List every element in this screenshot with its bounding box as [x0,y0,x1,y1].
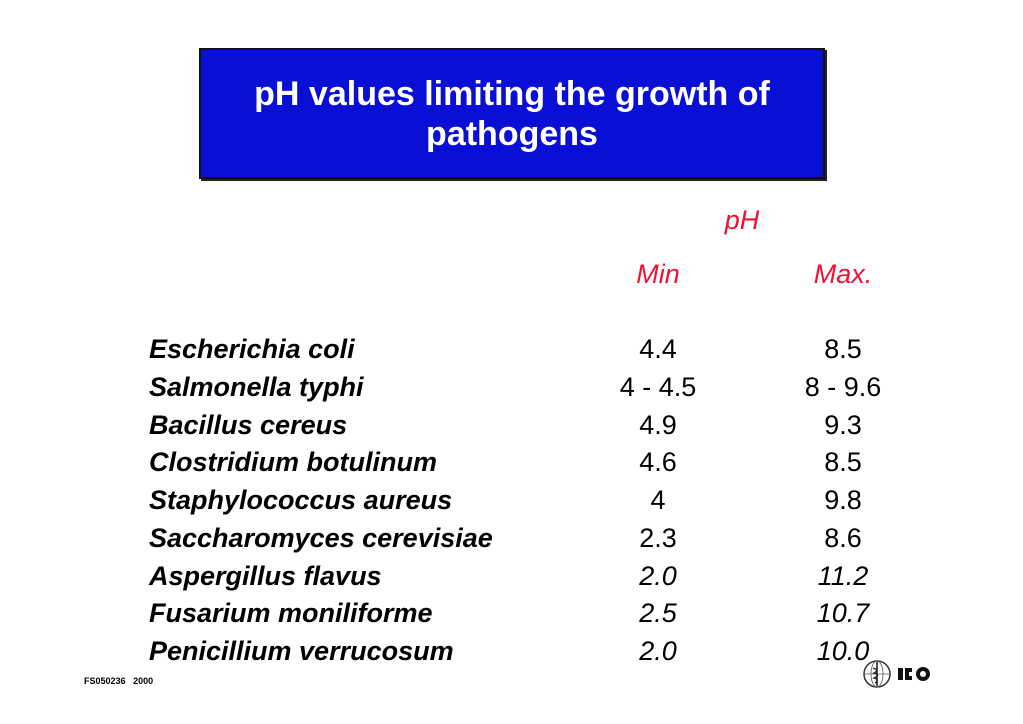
ph-max-value: 10.0 [816,636,870,666]
ph-min-value: 2.5 [639,598,677,629]
footer-code: FS050236 [84,676,126,686]
organism-name: Escherichia coli [149,334,355,364]
organism-name: Staphylococcus aureus [149,485,453,515]
ph-column-group-header: pH [724,205,760,235]
ph-max-value: 9.8 [824,485,862,515]
organism-name: Salmonella typhi [149,371,364,402]
ph-max-value: 11.2 [817,560,869,591]
table-row: Staphylococcus aureus 4 9.8 [0,482,1023,520]
ph-min-value: 2.0 [639,560,677,591]
max-column-header: Max. [813,259,873,289]
organism-name: Saccharomyces cerevisiae [149,522,493,553]
ph-max-value: 8.5 [824,447,862,478]
ph-min-value: 2.0 [639,636,677,666]
ph-max-value: 8 - 9.6 [804,371,882,402]
ph-min-value: 4.4 [639,334,677,364]
organism-name: Bacillus cereus [149,409,348,440]
ph-max-value: 8.5 [824,334,862,364]
fos-logo-icon [898,667,930,681]
table-row: Salmonella typhi 4 - 4.5 8 - 9.6 [0,369,1023,407]
min-column-header: Min [636,259,680,289]
organism-name: Aspergillus flavus [149,560,382,591]
ph-max-value: 10.7 [816,598,870,629]
table-row: Escherichia coli 4.4 8.5 [0,331,1023,369]
table-row: Bacillus cereus 4.9 9.3 [0,407,1023,445]
organism-name: Fusarium moniliforme [149,598,433,629]
who-emblem-icon [863,660,891,688]
footer-year: 2000 [133,676,154,686]
ph-max-value: 8.6 [824,522,862,553]
organism-name: Clostridium botulinum [149,447,437,478]
table-row: Saccharomyces cerevisiae 2.3 8.6 [0,520,1023,558]
ph-max-value: 9.3 [824,409,862,440]
title-banner: pH values limiting the growth of pathoge… [199,48,825,179]
table-row: Penicillium verrucosum 2.0 10.0 [0,633,1023,671]
ph-min-value: 4.9 [639,409,677,440]
ph-min-value: 4.6 [639,447,677,478]
table-row: Aspergillus flavus 2.0 11.2 [0,558,1023,596]
table-row: Clostridium botulinum 4.6 8.5 [0,444,1023,482]
ph-min-value: 2.3 [639,522,677,553]
organism-name: Penicillium verrucosum [149,636,454,666]
slide-footer: FS050236 2000 [84,676,153,686]
ph-table: Escherichia coli 4.4 8.5 Salmonella typh… [0,331,1023,671]
ph-min-value: 4 [650,485,666,515]
ph-min-value: 4 - 4.5 [619,371,697,402]
page-title: pH values limiting the growth of pathoge… [254,74,770,153]
table-row: Fusarium moniliforme 2.5 10.7 [0,595,1023,633]
